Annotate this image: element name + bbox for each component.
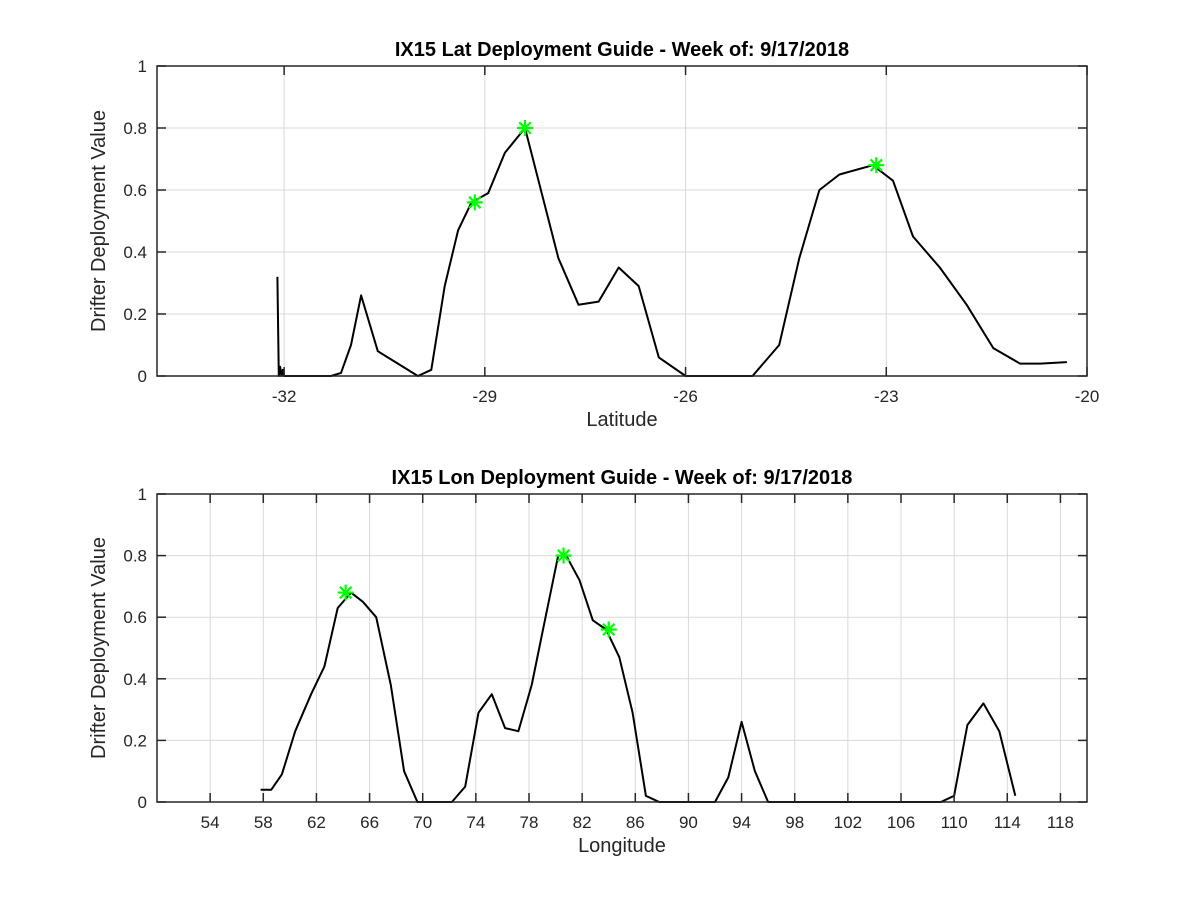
lat-y-tick-label: 1 <box>138 57 147 76</box>
lon-axes-frame <box>156 493 1088 803</box>
lat-y-tick-label: 0 <box>138 367 147 386</box>
lon-x-tick-label: 58 <box>254 813 273 832</box>
lon-chart-title: IX15 Lon Deployment Guide - Week of: 9/1… <box>392 467 853 489</box>
lon-x-tick-label: 110 <box>941 813 968 832</box>
lat-x-tick-label: -23 <box>874 387 899 406</box>
lon-x-tick-label: 106 <box>887 813 915 832</box>
lat-x-tick-label: -26 <box>673 387 698 406</box>
lat-y-tick-label: 0.4 <box>123 243 147 262</box>
lon-peak-marker <box>337 584 354 601</box>
lat-grid <box>157 65 1088 377</box>
lon-y-axis-label: Drifter Deployment Value <box>88 537 110 759</box>
lat-y-tick-label: 0.2 <box>123 305 147 324</box>
lon-x-axis-label: Longitude <box>578 835 666 857</box>
lat-y-tick-label: 0.6 <box>123 181 147 200</box>
lat-x-axis-label: Latitude <box>586 409 657 431</box>
lon-x-tick-label: 78 <box>520 813 539 832</box>
lat-markers <box>466 120 885 211</box>
lon-x-tick-label: 54 <box>201 813 220 832</box>
lat-peak-marker <box>868 157 885 174</box>
lon-x-tick-label: 62 <box>307 813 326 832</box>
lon-y-tick-label: 0.6 <box>123 608 147 627</box>
lat-x-tick-label: -32 <box>272 387 297 406</box>
lon-x-tick-label: 98 <box>785 813 804 832</box>
lon-grid <box>157 493 1087 803</box>
lat-panel: IX15 Lat Deployment Guide - Week of: 9/1… <box>88 39 1099 431</box>
lat-peak-marker <box>516 120 533 136</box>
lon-panel: IX15 Lon Deployment Guide - Week of: 9/1… <box>88 467 1088 857</box>
lat-peak-marker <box>466 194 483 211</box>
lon-x-tick-label: 74 <box>466 813 485 832</box>
lon-x-tick-label: 102 <box>834 813 862 832</box>
lat-axes-frame <box>156 65 1088 377</box>
lon-x-tick-label: 86 <box>626 813 645 832</box>
lon-markers <box>337 547 617 638</box>
lat-ticks: -32 -29 -26 -23 -20 0 0.2 0.4 0.6 0.8 1 <box>123 57 1099 406</box>
lon-x-tick-label: 70 <box>413 813 432 832</box>
lon-x-tick-label: 118 <box>1047 813 1074 832</box>
lon-x-tick-label: 114 <box>994 813 1021 832</box>
lon-y-tick-label: 0.8 <box>123 547 147 566</box>
lat-x-tick-label: -20 <box>1075 387 1100 406</box>
lon-peak-marker <box>555 547 572 564</box>
lat-chart-title: IX15 Lat Deployment Guide - Week of: 9/1… <box>395 39 849 61</box>
lon-ticks: 54 58 62 66 70 74 78 82 86 90 94 98 102 106 110 114 118 0… <box>123 485 1087 832</box>
lon-y-tick-label: 0 <box>138 793 147 812</box>
lon-y-tick-label: 0.2 <box>123 731 147 750</box>
lat-y-tick-label: 0.8 <box>123 119 147 138</box>
lon-x-tick-label: 90 <box>679 813 698 832</box>
lon-y-tick-label: 1 <box>138 485 147 504</box>
lat-y-axis-label: Drifter Deployment Value <box>88 110 110 332</box>
lon-y-tick-label: 0.4 <box>123 670 147 689</box>
lon-peak-marker <box>600 621 617 638</box>
lon-x-tick-label: 94 <box>732 813 751 832</box>
lon-x-tick-label: 82 <box>573 813 592 832</box>
lat-x-tick-label: -29 <box>473 387 498 406</box>
lon-x-tick-label: 66 <box>360 813 379 832</box>
